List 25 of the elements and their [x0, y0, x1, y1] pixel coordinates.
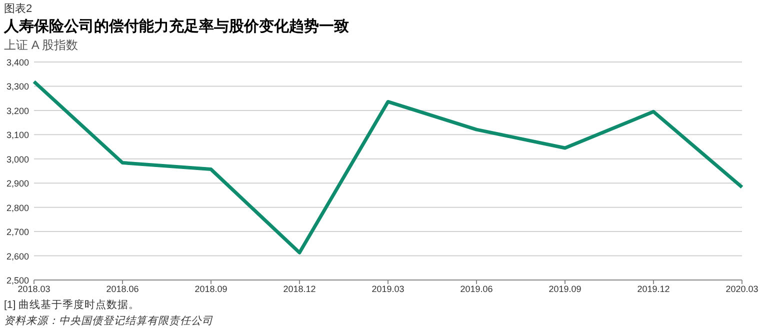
y-tick-label: 2,700 [6, 227, 29, 238]
y-tick-label: 3,400 [6, 58, 29, 68]
y-tick-label: 2,500 [6, 276, 29, 286]
x-tick-label: 2019.03 [372, 284, 404, 294]
y-tick-label: 3,100 [6, 130, 29, 140]
line-series [32, 80, 744, 254]
x-tick-label: 2018.03 [18, 284, 50, 294]
x-tick-label: 2019.12 [637, 284, 670, 294]
x-tick-label: 2018.06 [106, 284, 139, 294]
x-tick-label: 2019.06 [460, 284, 493, 294]
y-tick-label: 3,300 [6, 82, 29, 92]
text: 资料来源：中央国债登记结算有限责任公司 [4, 315, 213, 327]
y-tick-label: 3,200 [6, 106, 29, 116]
text: 图表2 [4, 2, 32, 15]
text: [1] 曲线基于季度时点数据。 [4, 298, 140, 311]
y-tick-label: 2,800 [6, 202, 29, 213]
x-tick-label: 2019.09 [548, 284, 582, 294]
x-tick-label: 2020.03 [726, 284, 758, 294]
y-axis-title: 上证 A 股指数 [4, 38, 78, 52]
x-tick-label: 2018.12 [283, 284, 316, 294]
x-tick-label: 2018.09 [194, 284, 228, 294]
chart-title: 人寿保险公司的偿付能力充足率与股价变化趋势一致 [3, 17, 349, 35]
y-tick-label: 3,000 [6, 154, 29, 164]
y-tick-label: 2,600 [6, 251, 29, 262]
y-tick-label: 2,900 [6, 178, 29, 189]
